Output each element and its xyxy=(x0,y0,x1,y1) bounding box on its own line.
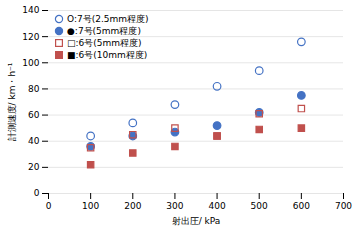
html-text:O:7号(2.5mm程度): O:7号(2.5mm程度) xyxy=(67,14,149,24)
svg-text:100: 100 xyxy=(82,201,99,211)
svg-text:600: 600 xyxy=(293,201,310,211)
svg-text:500: 500 xyxy=(251,201,268,211)
svg-text:200: 200 xyxy=(124,201,141,211)
html-text:□:6号(5mm程度): □:6号(5mm程度) xyxy=(67,38,142,48)
svg-text:60: 60 xyxy=(28,110,40,120)
html-text:●:7号(5mm程度): ●:7号(5mm程度) xyxy=(67,26,141,36)
svg-text:300: 300 xyxy=(166,201,183,211)
svg-text:0: 0 xyxy=(46,201,52,211)
svg-text:100: 100 xyxy=(22,58,39,68)
svg-text:40: 40 xyxy=(28,136,40,146)
html-text:■:6号(10mm程度): ■:6号(10mm程度) xyxy=(67,50,148,60)
svg-text:20: 20 xyxy=(28,162,40,172)
svg-text:射出圧/ kPa: 射出圧/ kPa xyxy=(172,216,221,226)
svg-text:120: 120 xyxy=(22,32,39,42)
svg-text:400: 400 xyxy=(208,201,225,211)
svg-text:0: 0 xyxy=(34,188,40,198)
svg-text:80: 80 xyxy=(28,84,40,94)
svg-text:計測速度/ km・h⁻¹: 計測速度/ km・h⁻¹ xyxy=(7,62,17,141)
svg-text:140: 140 xyxy=(22,5,39,15)
svg-text:700: 700 xyxy=(335,201,352,211)
